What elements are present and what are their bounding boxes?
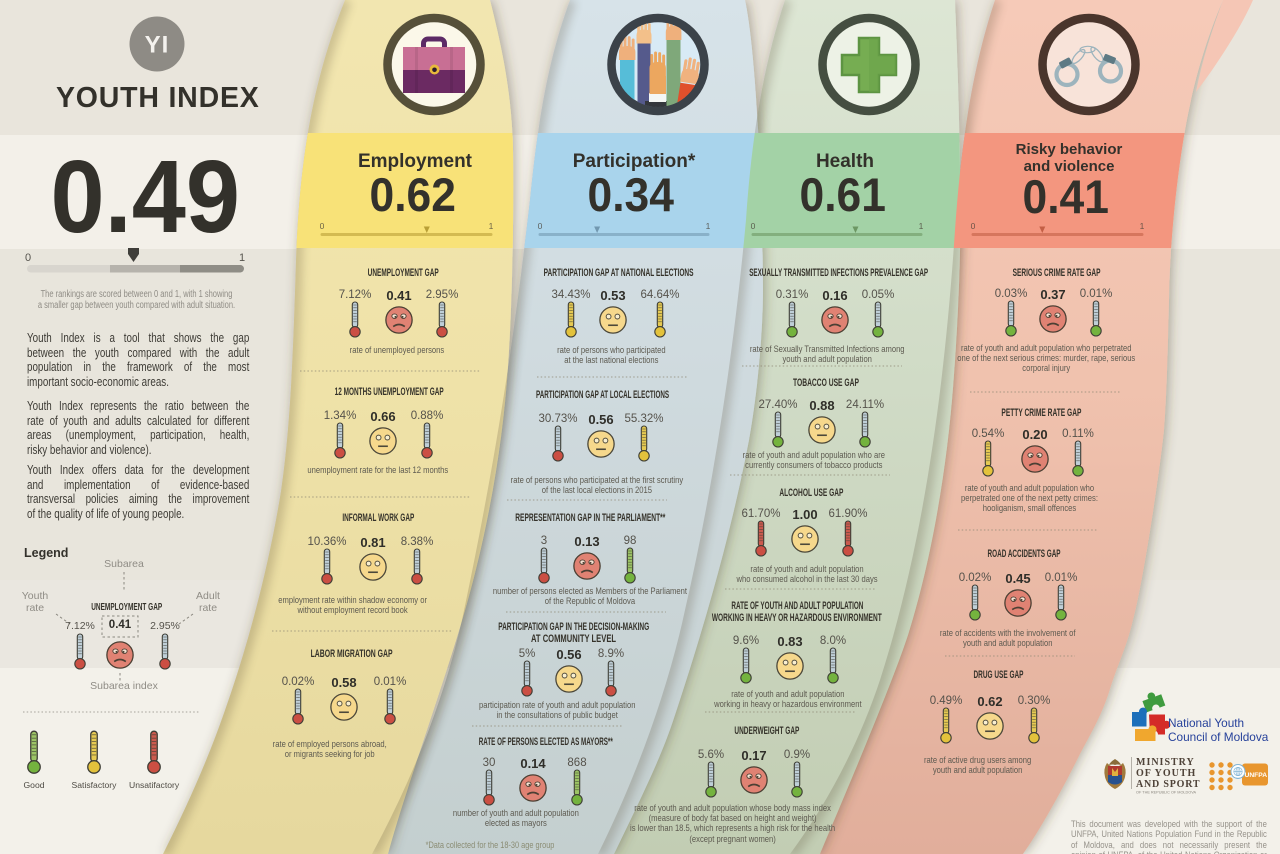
svg-text:1: 1 <box>489 221 494 231</box>
svg-text:National Youth: National Youth <box>1168 716 1244 730</box>
svg-text:YI: YI <box>145 32 170 59</box>
svg-text:1: 1 <box>239 252 245 264</box>
svg-text:1: 1 <box>919 221 924 231</box>
svg-text:OF YOUTH: OF YOUTH <box>1136 768 1196 779</box>
svg-text:1: 1 <box>706 221 711 231</box>
svg-text:Council of Moldova: Council of Moldova <box>1168 730 1269 744</box>
svg-text:MINISTRY: MINISTRY <box>1136 757 1195 768</box>
svg-text:0: 0 <box>538 221 543 231</box>
svg-text:AND SPORT: AND SPORT <box>1136 779 1200 790</box>
svg-text:UNFPA: UNFPA <box>1245 772 1268 779</box>
svg-text:1: 1 <box>1140 221 1145 231</box>
svg-text:0: 0 <box>971 221 976 231</box>
svg-text:0: 0 <box>320 221 325 231</box>
svg-text:0: 0 <box>25 252 31 264</box>
svg-text:0: 0 <box>751 221 756 231</box>
svg-text:OF THE REPUBLIC OF MOLDOVA: OF THE REPUBLIC OF MOLDOVA <box>1136 791 1196 795</box>
